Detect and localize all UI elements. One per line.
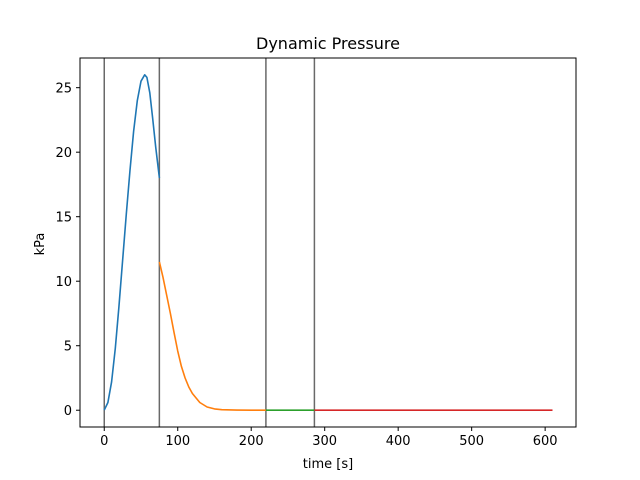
y-axis: 0 5 10 15 20 25 xyxy=(55,82,80,419)
y-axis-label: kPa xyxy=(33,233,48,256)
chart-title: Dynamic Pressure xyxy=(256,34,400,53)
x-axis: 0 100 200 300 400 500 600 xyxy=(100,427,558,449)
y-tick-label: 20 xyxy=(55,146,72,161)
y-tick-label: 10 xyxy=(55,275,72,290)
series-line-1 xyxy=(103,74,161,411)
x-axis-label: time [s] xyxy=(303,457,353,472)
x-tick-label: 500 xyxy=(459,434,484,449)
series-line-2 xyxy=(158,261,266,412)
y-tick-label: 5 xyxy=(64,340,72,355)
plot-area xyxy=(103,58,553,427)
y-tick-label: 0 xyxy=(64,404,72,419)
y-tick-label: 15 xyxy=(55,211,72,226)
x-tick-label: 0 xyxy=(100,434,108,449)
x-tick-label: 100 xyxy=(165,434,190,449)
y-tick-label: 25 xyxy=(55,82,72,97)
x-tick-label: 600 xyxy=(533,434,558,449)
x-tick-label: 400 xyxy=(386,434,411,449)
x-tick-label: 200 xyxy=(239,434,264,449)
x-tick-label: 300 xyxy=(312,434,337,449)
plot-frame xyxy=(79,57,577,428)
